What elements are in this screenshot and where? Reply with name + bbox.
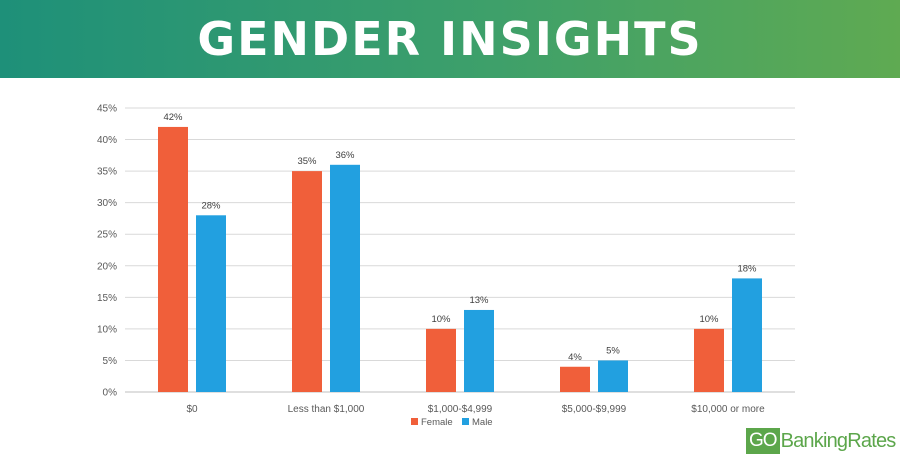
y-tick-label: 15%: [97, 293, 117, 304]
female-bar: [694, 328, 724, 392]
category-label: $10,000 or more: [691, 404, 765, 415]
category-label: Less than $1,000: [288, 404, 365, 415]
legend-swatch-female: [411, 418, 418, 425]
male-bar: [598, 360, 628, 392]
data-label: 42%: [163, 112, 183, 123]
data-label: 18%: [737, 263, 757, 274]
male-bar: [330, 164, 360, 392]
category-label: $0: [186, 404, 198, 415]
female-bar: [158, 126, 188, 392]
y-tick-label: 25%: [97, 230, 117, 241]
y-tick-label: 10%: [97, 324, 117, 335]
legend-label-male: Male: [472, 417, 493, 428]
y-tick-label: 30%: [97, 198, 117, 209]
bar-chart: 0% 5% 10% 15% 20% 25% 30% 35% 40% 45% 42% 28% $0 35% 3…: [97, 104, 795, 428]
female-bar: [292, 171, 322, 392]
data-label: 36%: [335, 150, 355, 161]
male-bar: [196, 215, 226, 392]
category-label: $1,000-$4,999: [428, 404, 493, 415]
data-label: 35%: [297, 156, 317, 167]
female-bar: [426, 328, 456, 392]
data-label: 10%: [431, 314, 451, 325]
data-label: 10%: [699, 314, 719, 325]
y-tick-label: 0%: [103, 388, 118, 399]
data-label: 28%: [201, 200, 221, 211]
male-bar: [464, 309, 494, 392]
y-tick-label: 35%: [97, 167, 117, 178]
y-tick-label: 45%: [97, 104, 117, 115]
female-bar: [560, 366, 590, 392]
category-label: $5,000-$9,999: [562, 404, 627, 415]
logo-bankingrates: BankingRates: [780, 429, 897, 452]
data-label: 13%: [469, 295, 489, 306]
data-label: 5%: [606, 345, 620, 356]
banner: GENDER INSIGHTS: [0, 0, 900, 78]
male-bar: [732, 278, 762, 392]
legend-label-female: Female: [421, 417, 453, 428]
page-title: GENDER INSIGHTS: [197, 12, 703, 66]
y-tick-label: 20%: [97, 261, 117, 272]
y-tick-label: 5%: [103, 356, 118, 367]
legend-swatch-male: [462, 418, 469, 425]
logo-go: GO: [746, 428, 780, 454]
gobankingrates-logo: GO BankingRates: [746, 428, 897, 454]
y-tick-label: 40%: [97, 135, 117, 146]
data-label: 4%: [568, 352, 582, 363]
